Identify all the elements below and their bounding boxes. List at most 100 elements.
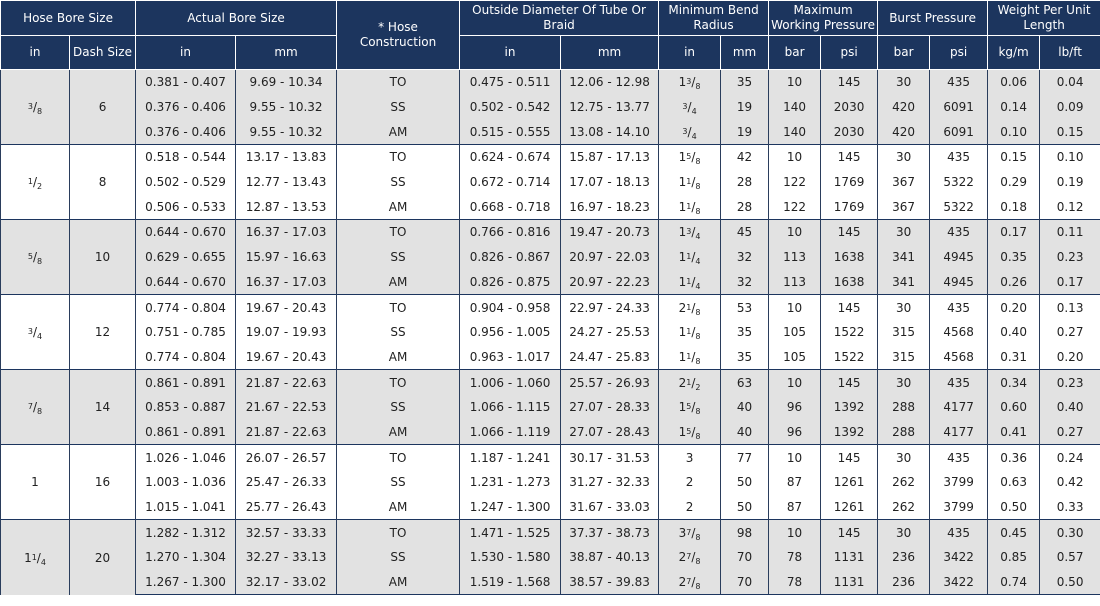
cell-weight-lbft: 0.19 bbox=[1039, 169, 1100, 195]
cell-actual-in: 0.506 - 0.533 bbox=[135, 194, 237, 220]
cell-od-in: 0.826 - 0.867 bbox=[459, 244, 562, 270]
cell-mwp-psi: 1638 bbox=[820, 244, 879, 270]
cell-bend-in: 3/4 bbox=[658, 119, 722, 145]
cell-actual-in: 0.774 - 0.804 bbox=[135, 344, 237, 370]
cell-weight-lbft: 0.27 bbox=[1039, 319, 1100, 345]
cell-burst-psi: 4177 bbox=[929, 394, 989, 420]
bend-radius-fraction-denominator: 4 bbox=[695, 257, 701, 267]
cell-od-mm: 25.57 - 26.93 bbox=[560, 369, 660, 395]
cell-actual-in: 0.381 - 0.407 bbox=[135, 68, 237, 95]
cell-burst-psi: 435 bbox=[929, 369, 989, 395]
cell-od-in: 0.668 - 0.718 bbox=[459, 194, 562, 220]
cell-mwp-bar: 140 bbox=[768, 94, 822, 120]
cell-burst-psi: 435 bbox=[929, 519, 989, 546]
bend-radius-fraction: 11/8 bbox=[678, 175, 701, 192]
cell-actual-mm: 21.87 - 22.63 bbox=[235, 369, 338, 395]
cell-burst-bar: 367 bbox=[877, 194, 931, 220]
cell-mwp-psi: 1522 bbox=[820, 344, 879, 370]
cell-dash-size: 16 bbox=[68, 444, 137, 520]
cell-construction: AM bbox=[336, 344, 461, 370]
cell-actual-mm: 21.87 - 22.63 bbox=[235, 419, 338, 445]
bend-radius-fraction-whole: 1 bbox=[678, 325, 687, 340]
bend-radius-fraction: 13/4 bbox=[678, 225, 701, 242]
cell-weight-kgm: 0.45 bbox=[987, 519, 1041, 546]
cell-actual-in: 1.270 - 1.304 bbox=[135, 545, 237, 570]
bend-radius-fraction-numerator: 1 bbox=[686, 252, 692, 262]
bore-size-fraction-numerator: 1 bbox=[31, 552, 37, 562]
cell-bend-mm: 70 bbox=[720, 569, 770, 596]
cell-actual-in: 0.861 - 0.891 bbox=[135, 419, 237, 445]
table-row: 11/4 20 1.282 - 1.312 32.57 - 33.33 TO 1.471 … bbox=[0, 519, 1100, 595]
cell-actual-in: 0.861 - 0.891 bbox=[135, 369, 237, 395]
bend-radius-fraction: 3 bbox=[686, 451, 694, 465]
cell-mwp-bar: 87 bbox=[768, 494, 822, 520]
unit-dash-size: Dash Size bbox=[68, 35, 137, 70]
cell-construction: AM bbox=[336, 194, 461, 220]
bore-size-fraction: 3/4 bbox=[27, 325, 43, 342]
bend-radius-fraction: 21/8 bbox=[678, 300, 701, 317]
cell-burst-bar: 262 bbox=[877, 494, 931, 520]
cell-bend-in: 11/8 bbox=[658, 169, 722, 195]
cell-burst-psi: 6091 bbox=[929, 119, 989, 145]
bend-radius-fraction: 3/4 bbox=[682, 100, 697, 117]
cell-bend-in: 15/8 bbox=[658, 394, 722, 420]
bend-radius-fraction-numerator: 7 bbox=[686, 577, 692, 587]
bend-radius-fraction-numerator: 3 bbox=[682, 102, 688, 112]
cell-weight-lbft: 0.20 bbox=[1039, 344, 1100, 370]
cell-construction: SS bbox=[336, 319, 461, 345]
cell-burst-psi: 435 bbox=[929, 219, 989, 245]
cell-actual-in: 0.774 - 0.804 bbox=[135, 294, 237, 320]
bend-radius-fraction-whole: 1 bbox=[678, 225, 687, 240]
cell-actual-mm: 16.37 - 17.03 bbox=[235, 219, 338, 245]
unit-bend-mm: mm bbox=[720, 35, 770, 70]
cell-mwp-bar: 105 bbox=[768, 344, 822, 370]
bend-radius-fraction: 3/4 bbox=[682, 124, 697, 141]
bend-radius-fraction: 11/8 bbox=[678, 349, 701, 366]
bend-radius-fraction-numerator: 3 bbox=[682, 126, 688, 136]
table-row: 1.015 - 1.041 25.77 - 26.43 AM 1.247 - 1.30… bbox=[1, 494, 1100, 520]
cell-bend-mm: 35 bbox=[720, 344, 770, 370]
cell-bore-size: 1/2 bbox=[0, 144, 70, 220]
cell-burst-psi: 3799 bbox=[929, 494, 989, 520]
unit-bore-in: in bbox=[0, 35, 70, 70]
unit-actual-mm: mm bbox=[235, 35, 338, 70]
cell-bore-size: 5/8 bbox=[0, 219, 70, 295]
cell-construction: SS bbox=[336, 394, 461, 420]
cell-dash-size: 6 bbox=[68, 68, 137, 145]
cell-weight-lbft: 0.04 bbox=[1039, 68, 1100, 95]
cell-mwp-bar: 96 bbox=[768, 394, 822, 420]
cell-bend-in: 15/8 bbox=[658, 419, 722, 445]
cell-od-in: 1.530 - 1.580 bbox=[459, 545, 562, 570]
cell-dash-size: 8 bbox=[68, 144, 137, 220]
hose-size-group: 7/8 14 0.861 - 0.891 21.87 - 22.63 TO 1.006 -… bbox=[0, 369, 1100, 445]
cell-od-mm: 38.57 - 39.83 bbox=[560, 569, 660, 596]
bend-radius-fraction-denominator: 8 bbox=[695, 307, 701, 317]
cell-construction: SS bbox=[336, 244, 461, 270]
cell-construction: AM bbox=[336, 569, 461, 596]
cell-bend-in: 11/8 bbox=[658, 194, 722, 220]
cell-burst-psi: 4568 bbox=[929, 344, 989, 370]
bend-radius-fraction-numerator: 1 bbox=[686, 177, 692, 187]
cell-weight-kgm: 0.63 bbox=[987, 470, 1041, 495]
unit-weight-kgm: kg/m bbox=[987, 35, 1041, 70]
cell-actual-in: 0.376 - 0.406 bbox=[135, 94, 237, 120]
bore-size-fraction-numerator: 3 bbox=[27, 102, 33, 112]
cell-construction: TO bbox=[336, 294, 461, 320]
cell-mwp-bar: 122 bbox=[768, 169, 822, 195]
bend-radius-fraction-numerator: 1 bbox=[686, 276, 692, 286]
bore-size-fraction: 1 bbox=[31, 475, 39, 489]
cell-bend-in: 11/8 bbox=[658, 344, 722, 370]
cell-weight-kgm: 0.34 bbox=[987, 369, 1041, 395]
bend-radius-fraction-numerator: 1 bbox=[686, 201, 692, 211]
cell-od-in: 0.515 - 0.555 bbox=[459, 119, 562, 145]
cell-burst-psi: 435 bbox=[929, 144, 989, 170]
cell-burst-bar: 341 bbox=[877, 269, 931, 295]
header-outside-diameter: Outside Diameter Of Tube Or Braid bbox=[459, 0, 660, 36]
bend-radius-fraction-whole: 1 bbox=[678, 400, 687, 415]
cell-burst-bar: 420 bbox=[877, 119, 931, 145]
cell-bend-in: 15/8 bbox=[658, 144, 722, 170]
cell-od-in: 0.475 - 0.511 bbox=[459, 68, 562, 95]
cell-burst-psi: 435 bbox=[929, 68, 989, 95]
bend-radius-fraction: 11/8 bbox=[678, 199, 701, 216]
cell-weight-kgm: 0.18 bbox=[987, 194, 1041, 220]
